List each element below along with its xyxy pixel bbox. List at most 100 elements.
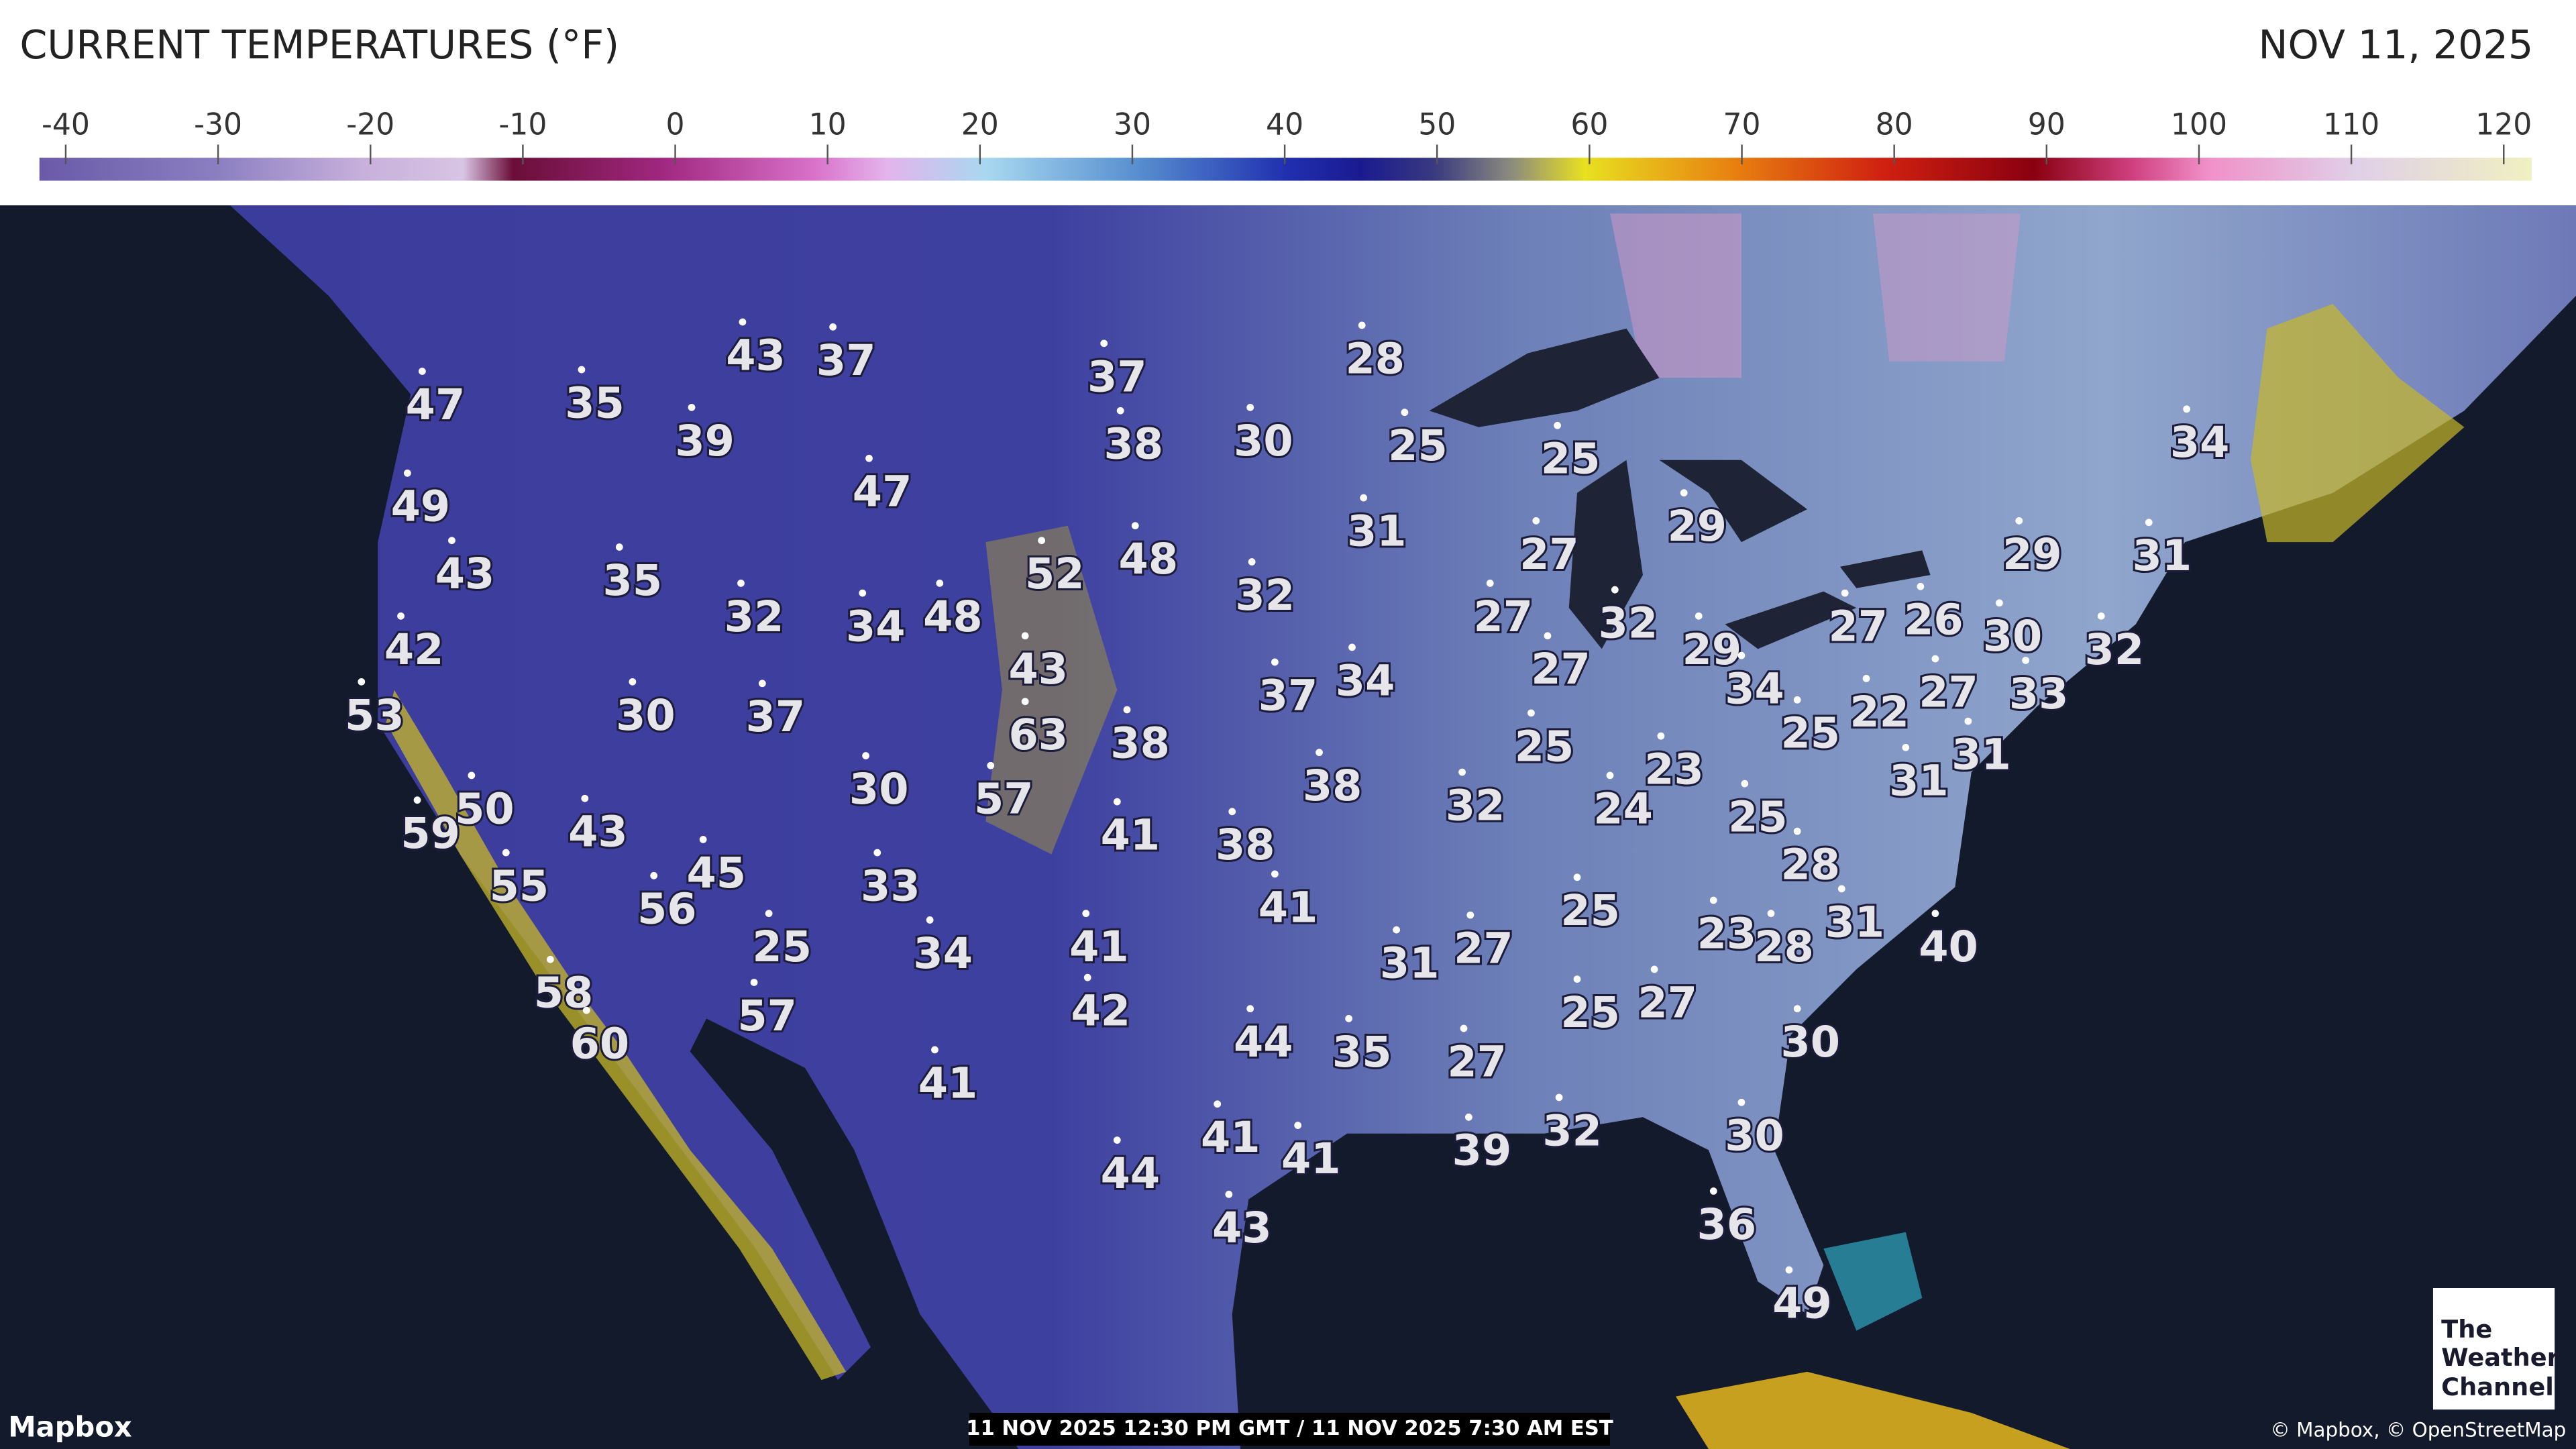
station-dot <box>1862 675 1870 682</box>
temperature: 27 <box>1454 924 1513 974</box>
station-dot <box>1793 696 1801 704</box>
scale-tick-label: 110 <box>2323 108 2379 142</box>
station-dot <box>1113 798 1121 806</box>
temperature: 41 <box>1258 883 1318 932</box>
station-dot <box>1131 522 1139 530</box>
warm-region <box>2251 304 2465 543</box>
temperature: 44 <box>1101 1149 1161 1199</box>
date: NOV 11, 2025 <box>2259 21 2534 68</box>
station-dot <box>739 318 747 326</box>
temperature: 34 <box>846 602 906 652</box>
scale-tick-label: 40 <box>1266 108 1303 142</box>
temperature: 38 <box>1110 718 1170 768</box>
station-dot <box>865 454 873 462</box>
temperature: 32 <box>1235 571 1295 621</box>
temperature: 23 <box>1697 909 1757 959</box>
temperature: 29 <box>1667 502 1727 551</box>
temperature: 27 <box>1638 978 1697 1028</box>
temperature: 32 <box>1599 599 1658 649</box>
station-dot <box>1650 965 1658 973</box>
temperature: 28 <box>1780 841 1840 890</box>
scale-tick-label: 0 <box>666 108 685 142</box>
temperature: 30 <box>849 765 909 814</box>
scale-tick-label: -40 <box>42 108 90 142</box>
temperature: 25 <box>1728 793 1788 843</box>
station-dot <box>650 871 658 879</box>
station-dot <box>1358 321 1366 329</box>
cold-region <box>1872 213 2021 362</box>
station-dot <box>1841 589 1849 597</box>
temperature: 27 <box>1447 1038 1507 1087</box>
temperature: 34 <box>2170 418 2230 468</box>
station-dot <box>1902 743 1910 751</box>
temperature: 49 <box>1772 1279 1832 1329</box>
station-dot <box>1709 896 1717 904</box>
temperature: 25 <box>1388 421 1448 471</box>
station-dot <box>1246 1005 1254 1013</box>
temperature: 47 <box>406 380 466 430</box>
station-dot <box>397 612 405 620</box>
temperature: 48 <box>923 592 983 642</box>
station-dot <box>1100 339 1108 347</box>
temperature: 30 <box>1234 417 1293 466</box>
station-dot <box>1767 910 1775 918</box>
temperature: 29 <box>1682 625 1742 675</box>
temperature: 60 <box>570 1020 630 1069</box>
scale-tick-label: 80 <box>1876 108 1913 142</box>
temperature: 40 <box>1919 922 1978 972</box>
lake <box>1429 328 1660 427</box>
attribution-right: © Mapbox, © OpenStreetMap <box>2270 1419 2566 1442</box>
temperature: 39 <box>675 417 735 466</box>
station-dot <box>1486 580 1494 587</box>
station-dot <box>1793 1005 1801 1013</box>
temperature: 42 <box>1071 987 1131 1036</box>
station-dot <box>1316 749 1323 757</box>
station-dot <box>1657 732 1665 740</box>
station-dot <box>765 910 773 918</box>
temperature: 30 <box>1725 1112 1784 1161</box>
station-dot <box>1741 780 1749 788</box>
station-dot <box>1785 1266 1793 1274</box>
temperature: 41 <box>1101 811 1161 861</box>
logo <box>2432 1288 2555 1410</box>
station-dot <box>750 979 758 986</box>
temperature: 32 <box>724 592 784 642</box>
station-dot <box>1271 658 1279 666</box>
temperature: 35 <box>603 556 663 606</box>
scale-tick-label: 50 <box>1418 108 1456 142</box>
logo-text: The <box>2441 1315 2492 1344</box>
station-dot <box>578 366 586 374</box>
station-dot <box>1113 1136 1121 1144</box>
logo-text: Channel <box>2441 1373 2554 1401</box>
temperature: 45 <box>686 849 746 898</box>
temperature: 35 <box>565 378 625 428</box>
station-dot <box>1360 494 1368 502</box>
temperature: 43 <box>568 808 628 857</box>
scale-tick-label: 120 <box>2475 108 2532 142</box>
temperature: 47 <box>853 468 912 517</box>
temperature: 37 <box>746 692 806 742</box>
temperature: 28 <box>1345 334 1405 384</box>
lake <box>1659 460 1807 543</box>
temperature: 43 <box>435 549 495 599</box>
land <box>229 205 2576 1449</box>
station-dot <box>1931 910 1939 918</box>
temperature: 38 <box>1104 420 1163 470</box>
station-dot <box>547 955 554 963</box>
temperature: 56 <box>637 885 697 934</box>
lake <box>1725 591 1857 649</box>
station-dot <box>1458 768 1466 776</box>
scale-tick-label: 30 <box>1114 108 1151 142</box>
station-dot <box>1246 403 1254 411</box>
station-dot <box>1460 1024 1468 1032</box>
station-dot <box>1248 558 1256 566</box>
temperature: 37 <box>1258 671 1318 720</box>
station-dot <box>1793 827 1801 835</box>
warm-coast <box>386 690 847 1381</box>
station-dot <box>1021 632 1029 640</box>
temperature: 37 <box>816 336 876 386</box>
station-dot <box>829 323 837 331</box>
temperature: 31 <box>1889 757 1949 806</box>
